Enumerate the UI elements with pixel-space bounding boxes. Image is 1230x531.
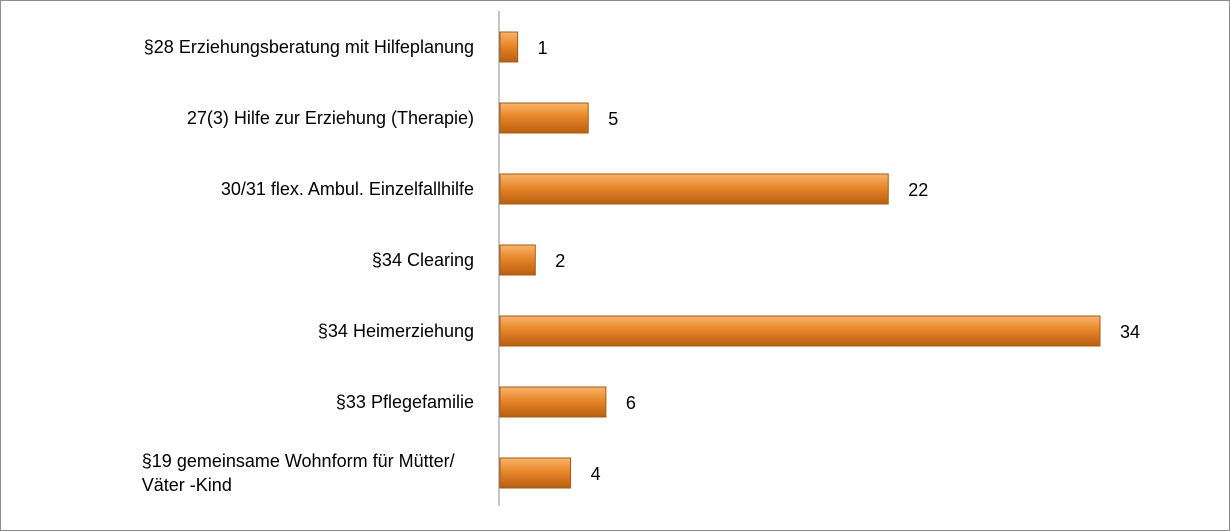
category-label: §34 Clearing: [371, 250, 474, 270]
bar: [499, 173, 889, 205]
value-label: 22: [908, 180, 928, 200]
value-label: 5: [608, 109, 618, 129]
category-label: 30/31 flex. Ambul. Einzelfallhilfe: [220, 179, 474, 199]
value-label: 34: [1120, 322, 1140, 342]
value-label: 1: [538, 38, 548, 58]
value-label: 4: [591, 464, 601, 484]
bar: [499, 102, 589, 134]
category-label: §34 Heimerziehung: [317, 321, 474, 341]
bar: [499, 315, 1101, 347]
category-label: §19 gemeinsame Wohnform für Mütter/ Väte…: [141, 451, 455, 495]
bar: [499, 31, 519, 63]
category-label: §28 Erziehungsberatung mit Hilfeplanung: [143, 37, 474, 57]
bar: [499, 244, 536, 276]
bar: [499, 457, 572, 489]
category-label: 27(3) Hilfe zur Erziehung (Therapie): [186, 108, 474, 128]
value-label: 2: [555, 251, 565, 271]
bar: [499, 386, 607, 418]
category-label: §33 Pflegefamilie: [335, 392, 474, 412]
value-label: 6: [626, 393, 636, 413]
